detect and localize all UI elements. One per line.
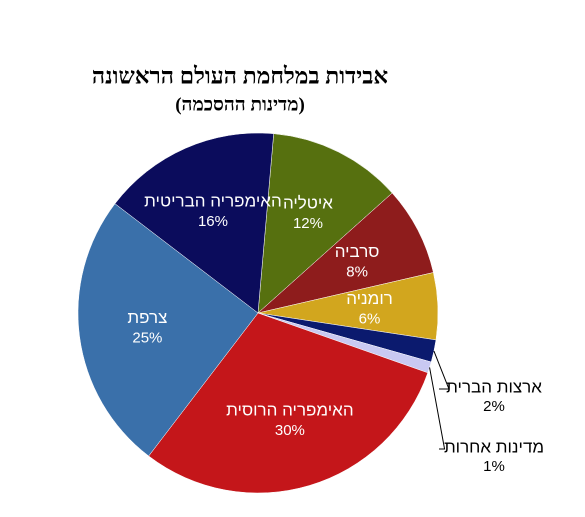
pie-slice	[114, 132, 274, 314]
chart-title: אבידות במלחמת העולם הראשונה	[92, 63, 389, 88]
slice-value: 6%	[359, 311, 381, 328]
slice-value: 12%	[293, 215, 323, 232]
slice-value: 1%	[483, 458, 505, 475]
slice-value: 2%	[483, 398, 505, 415]
slice-label: איטליה	[283, 194, 333, 213]
pie-slice	[77, 203, 259, 457]
slice-label: האימפריה הבריטית	[144, 191, 282, 210]
pie-slice	[148, 312, 429, 494]
slice-value: 25%	[132, 330, 162, 347]
chart-subtitle: (מדינות ההסכמה)	[175, 94, 305, 115]
slice-label: ארצות הברית	[446, 377, 542, 396]
slice-label: רומניה	[346, 289, 393, 308]
slice-label: צרפת	[127, 308, 167, 327]
slice-value: 30%	[275, 422, 305, 439]
leader-line	[429, 367, 446, 450]
slice-value: 8%	[346, 264, 368, 281]
pie-slice	[257, 133, 393, 314]
slice-value: 16%	[198, 213, 228, 230]
slice-label: מדינות אחרות	[444, 437, 544, 456]
leader-line	[433, 350, 450, 390]
slice-label: האימפריה הרוסית	[226, 400, 353, 419]
pie-slice	[257, 192, 434, 314]
slice-label: סרביה	[335, 242, 380, 261]
